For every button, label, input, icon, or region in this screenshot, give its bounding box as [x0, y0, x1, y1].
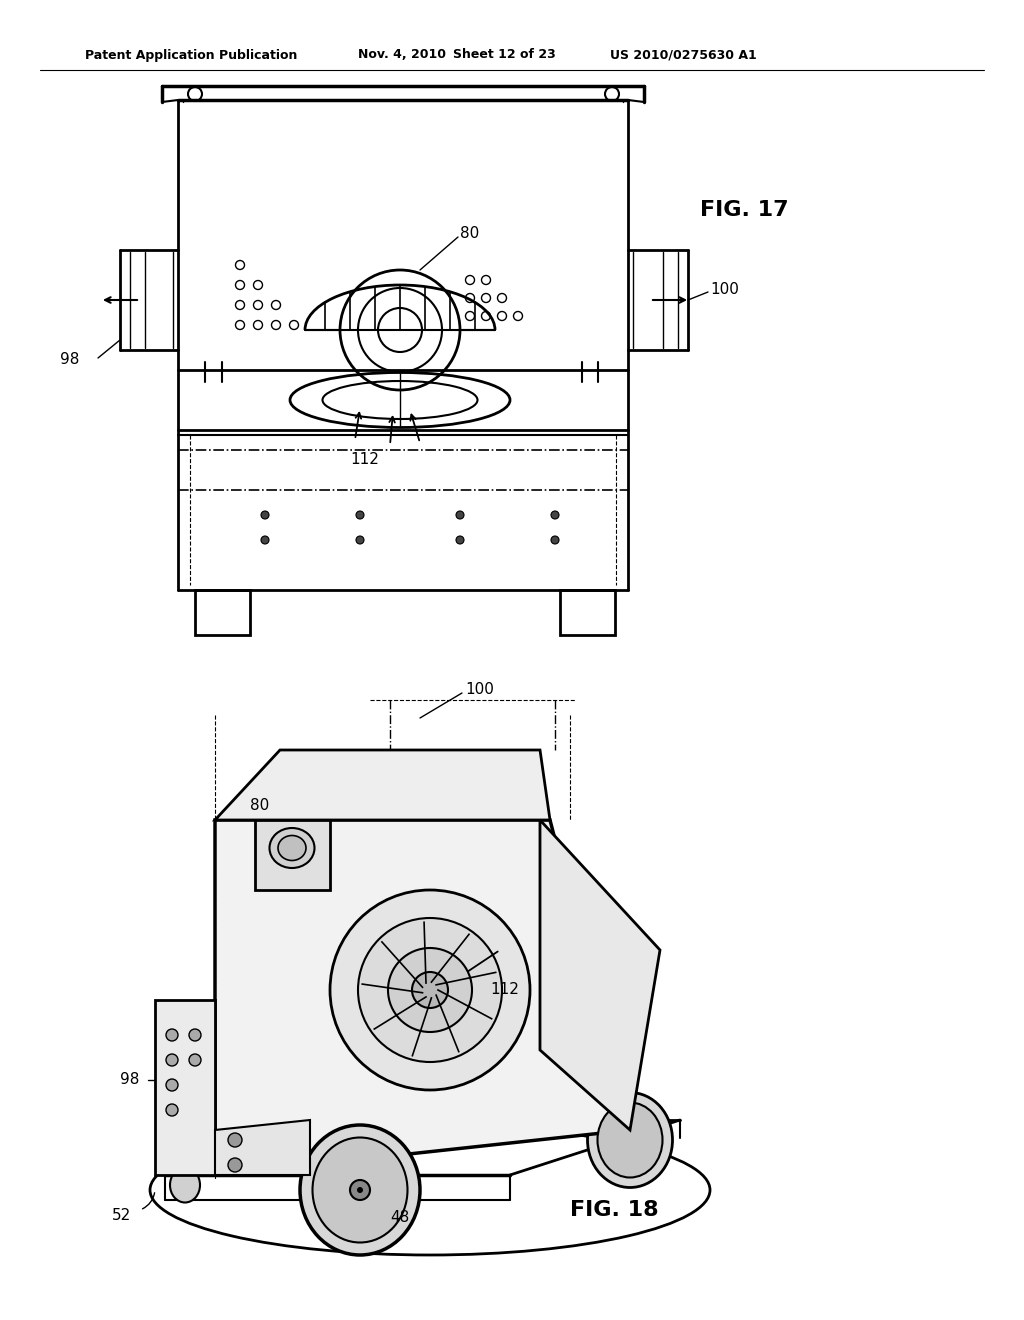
Circle shape	[166, 1078, 178, 1092]
Circle shape	[330, 890, 530, 1090]
Circle shape	[261, 511, 269, 519]
Polygon shape	[215, 1119, 310, 1175]
Ellipse shape	[269, 828, 314, 869]
Text: Patent Application Publication: Patent Application Publication	[85, 49, 297, 62]
Bar	[195, 590, 250, 635]
Polygon shape	[215, 820, 630, 1175]
Circle shape	[228, 1133, 242, 1147]
Text: Sheet 12 of 23: Sheet 12 of 23	[453, 49, 556, 62]
Circle shape	[189, 1053, 201, 1067]
Circle shape	[456, 511, 464, 519]
Polygon shape	[215, 750, 550, 820]
Circle shape	[358, 917, 502, 1063]
Circle shape	[357, 1187, 362, 1193]
Text: 100: 100	[465, 682, 494, 697]
Ellipse shape	[588, 1093, 673, 1188]
Circle shape	[388, 948, 472, 1032]
Circle shape	[356, 536, 364, 544]
Circle shape	[551, 536, 559, 544]
Circle shape	[189, 1030, 201, 1041]
Polygon shape	[540, 820, 660, 1130]
Text: 80: 80	[250, 797, 269, 813]
Text: 80: 80	[460, 226, 479, 240]
Bar	[560, 590, 615, 635]
Text: 112: 112	[490, 982, 519, 998]
Ellipse shape	[170, 1167, 200, 1203]
Circle shape	[166, 1053, 178, 1067]
Circle shape	[456, 536, 464, 544]
Polygon shape	[155, 1001, 215, 1175]
Ellipse shape	[597, 1102, 663, 1177]
Text: FIG. 18: FIG. 18	[570, 1200, 658, 1220]
Ellipse shape	[278, 836, 306, 861]
Text: 98: 98	[120, 1072, 139, 1088]
Circle shape	[261, 536, 269, 544]
Ellipse shape	[300, 1125, 420, 1255]
Circle shape	[166, 1104, 178, 1115]
Text: 100: 100	[710, 282, 739, 297]
Circle shape	[356, 511, 364, 519]
Text: US 2010/0275630 A1: US 2010/0275630 A1	[610, 49, 757, 62]
Circle shape	[166, 1030, 178, 1041]
Text: 52: 52	[112, 1208, 131, 1222]
Text: 98: 98	[60, 352, 80, 367]
Text: 112: 112	[350, 453, 379, 467]
Ellipse shape	[312, 1138, 408, 1242]
Text: FIG. 17: FIG. 17	[700, 201, 788, 220]
Circle shape	[228, 1158, 242, 1172]
Circle shape	[350, 1180, 370, 1200]
Text: Nov. 4, 2010: Nov. 4, 2010	[358, 49, 446, 62]
Circle shape	[551, 511, 559, 519]
Polygon shape	[255, 820, 330, 890]
Text: 48: 48	[390, 1210, 410, 1225]
Circle shape	[412, 972, 449, 1008]
